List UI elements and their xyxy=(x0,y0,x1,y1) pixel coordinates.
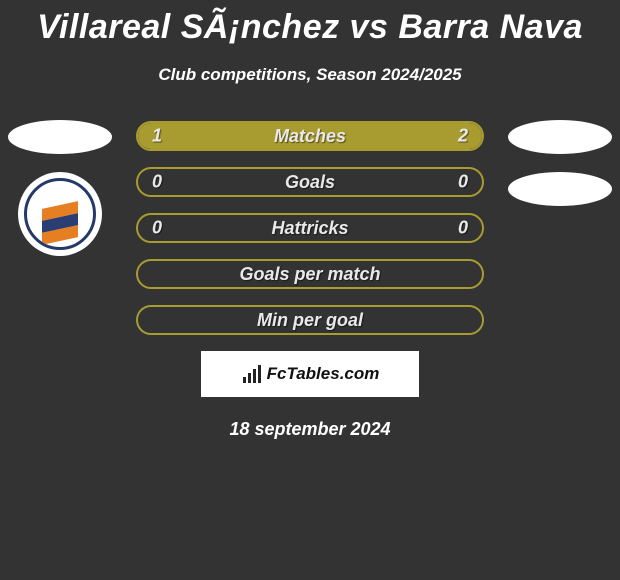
stat-label: Goals per match xyxy=(239,264,380,285)
stat-bar: 0 Goals 0 xyxy=(136,167,484,197)
branding-box[interactable]: FcTables.com xyxy=(201,351,419,397)
stat-value-left: 1 xyxy=(152,126,162,147)
stat-bar: 0 Hattricks 0 xyxy=(136,213,484,243)
club-badge-icon xyxy=(24,178,96,250)
stat-bar: Min per goal xyxy=(136,305,484,335)
stat-value-right: 0 xyxy=(458,172,468,193)
page-title: Villareal SÃ¡nchez vs Barra Nava xyxy=(0,0,620,47)
stat-bar: Goals per match xyxy=(136,259,484,289)
stat-value-left: 0 xyxy=(152,172,162,193)
stat-bar: 1 Matches 2 xyxy=(136,121,484,151)
stat-value-right: 2 xyxy=(458,126,468,147)
branding-text: FcTables.com xyxy=(267,364,380,384)
date-text: 18 september 2024 xyxy=(0,419,620,440)
player-left-silhouette-head xyxy=(8,120,112,154)
player-left-block xyxy=(8,120,112,256)
stat-label: Matches xyxy=(274,126,346,147)
stat-value-left: 0 xyxy=(152,218,162,239)
stat-label: Hattricks xyxy=(271,218,348,239)
stat-label: Min per goal xyxy=(257,310,363,331)
player-left-club-logo xyxy=(18,172,102,256)
stat-label: Goals xyxy=(285,172,335,193)
player-right-silhouette-head xyxy=(508,120,612,154)
subtitle: Club competitions, Season 2024/2025 xyxy=(0,65,620,85)
bar-chart-icon xyxy=(241,365,263,383)
stat-value-right: 0 xyxy=(458,218,468,239)
player-right-club-placeholder xyxy=(508,172,612,206)
player-right-block xyxy=(508,120,612,206)
